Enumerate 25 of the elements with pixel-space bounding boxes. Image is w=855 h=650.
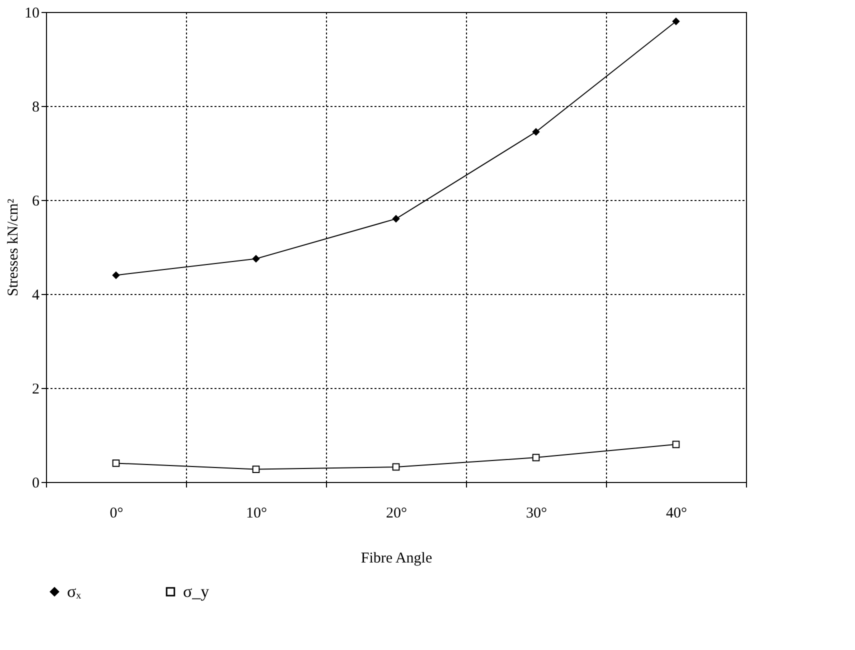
y-tick-label: 2 xyxy=(32,382,40,398)
point xyxy=(672,440,680,448)
y-tick-label: 4 xyxy=(32,288,40,304)
point xyxy=(252,255,260,262)
x-tick-label: 10° xyxy=(246,506,267,522)
legend-label: σ_y xyxy=(183,582,210,601)
point xyxy=(532,454,540,462)
y-axis-title: Stresses kN/cm² xyxy=(6,198,22,296)
x-tick-label: 0° xyxy=(110,506,124,522)
x-tick-label: 20° xyxy=(386,506,407,522)
point xyxy=(252,466,260,473)
x-tick-label: 30° xyxy=(526,506,547,522)
y-tick-label: 10 xyxy=(24,6,40,22)
point xyxy=(112,460,120,467)
y-tick-label: 0 xyxy=(32,476,40,492)
x-axis-title: Fibre Angle xyxy=(360,550,432,566)
y-tick-label: 6 xyxy=(32,194,40,210)
point xyxy=(112,272,120,279)
x-tick-label: 40° xyxy=(666,506,687,522)
legend-label: σₓ xyxy=(67,582,82,601)
y-tick-label: 8 xyxy=(32,100,40,116)
point xyxy=(532,128,540,136)
point xyxy=(392,463,400,471)
point xyxy=(672,18,680,26)
point xyxy=(392,215,400,222)
